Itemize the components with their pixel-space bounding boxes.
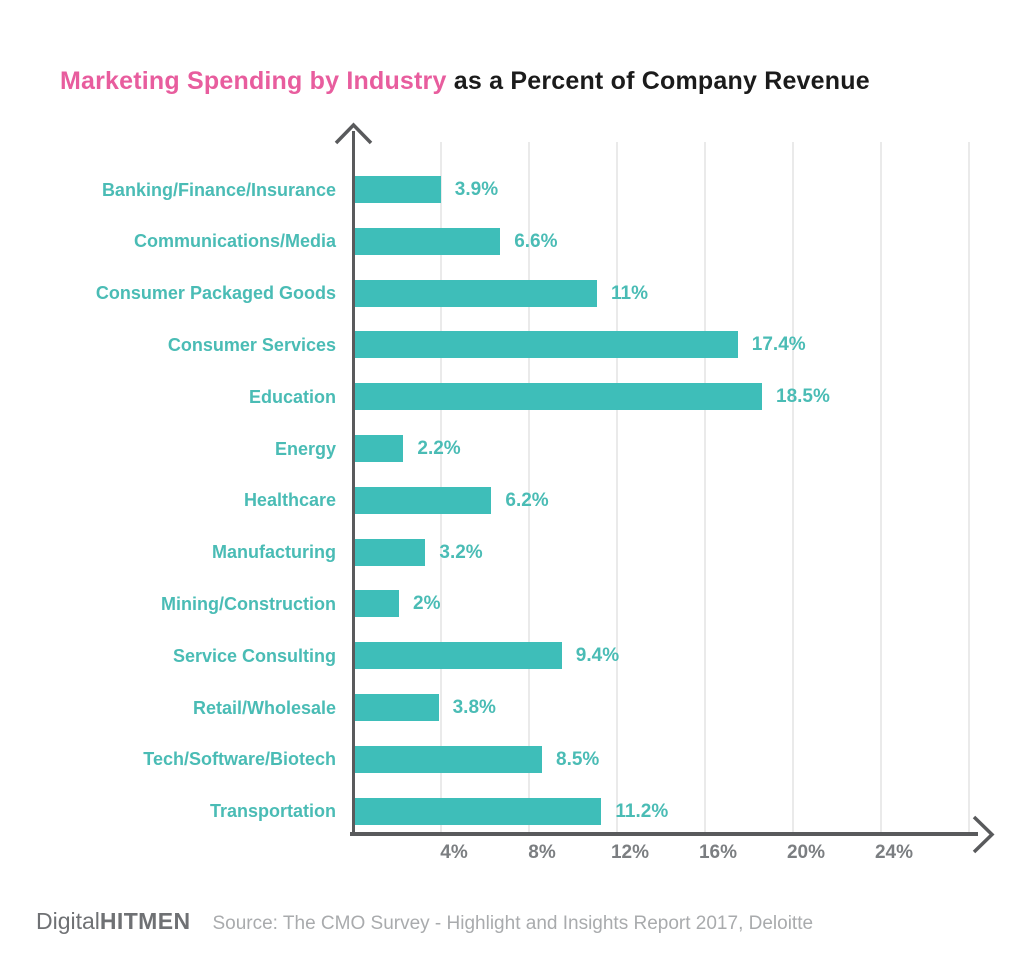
footer: DigitalHITMEN Source: The CMO Survey - H…	[36, 908, 813, 935]
category-label: Education	[248, 386, 336, 407]
title-rest: as a Percent of Company Revenue	[446, 66, 870, 95]
bar	[355, 176, 441, 203]
bar-chart: Banking/Finance/Insurance 3.9% Communicati…	[95, 122, 995, 863]
source-text: Source: The CMO Survey - Highlight and I…	[212, 913, 814, 934]
gridline	[880, 142, 882, 832]
gridline	[616, 142, 618, 832]
x-tick-label: 12%	[610, 842, 650, 863]
bar	[355, 331, 738, 359]
category-label: Mining/Construction	[161, 593, 336, 614]
x-tick-label: 20%	[786, 842, 826, 863]
x-axis-line	[350, 832, 978, 836]
x-tick-label: 24%	[874, 842, 914, 863]
value-label: 3.8%	[452, 697, 496, 718]
value-label: 3.9%	[454, 179, 499, 200]
bar	[355, 383, 762, 411]
brand-logo-bold: HITMEN	[99, 908, 191, 934]
gridline	[968, 142, 970, 832]
value-label: 11.2%	[615, 800, 669, 822]
value-label: 8.5%	[556, 748, 600, 770]
bar	[355, 797, 602, 825]
bar	[355, 745, 542, 773]
value-label: 11%	[611, 282, 648, 304]
bar	[355, 279, 597, 307]
brand-logo: DigitalHITMEN	[36, 908, 190, 935]
x-tick-label: 16%	[698, 842, 738, 863]
value-label: 17.4%	[751, 334, 806, 356]
bar	[355, 227, 501, 255]
gridline	[528, 142, 530, 832]
brand-logo-regular: Digital	[36, 908, 100, 934]
y-axis-arrow-icon	[334, 122, 373, 145]
y-axis-line	[352, 131, 355, 834]
bar	[355, 590, 399, 618]
value-label: 6.6%	[514, 230, 558, 252]
x-tick-label: 4%	[440, 842, 468, 863]
category-label: Consumer Packaged Goods	[95, 283, 336, 304]
bar	[355, 435, 404, 462]
title-highlight: Marketing Spending by Industry	[60, 66, 447, 95]
value-label: 6.2%	[505, 489, 549, 511]
category-label: Consumer Services	[167, 334, 336, 355]
category-label: Retail/Wholesale	[192, 697, 336, 718]
value-label: 9.4%	[575, 645, 620, 667]
bar	[355, 642, 562, 670]
x-tick-label: 8%	[528, 842, 556, 863]
category-label: Manufacturing	[212, 542, 336, 563]
bar	[355, 486, 492, 514]
page-title: Marketing Spending by Industry as a Perc…	[60, 67, 870, 96]
category-label: Service Consulting	[172, 645, 336, 666]
bar	[355, 538, 426, 566]
value-label: 2%	[413, 593, 441, 615]
category-label: Energy	[274, 438, 336, 459]
bar	[355, 694, 439, 721]
category-label: Tech/Software/Biotech	[143, 749, 336, 770]
category-label: Healthcare	[243, 490, 336, 511]
value-label: 3.2%	[439, 541, 483, 563]
x-axis-arrow-icon	[972, 815, 995, 854]
category-label: Transportation	[209, 801, 336, 822]
category-label: Banking/Finance/Insurance	[101, 179, 336, 200]
value-label: 2.2%	[417, 438, 461, 459]
gridline	[792, 142, 794, 832]
gridline	[704, 142, 706, 832]
value-label: 18.5%	[776, 386, 830, 408]
category-label: Communications/Media	[133, 231, 336, 252]
